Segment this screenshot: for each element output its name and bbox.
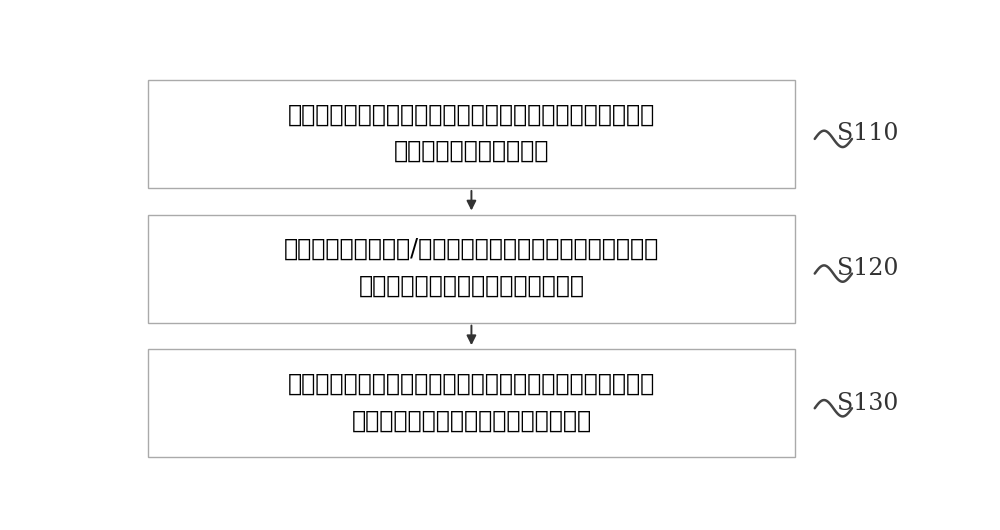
FancyBboxPatch shape [148, 349, 795, 457]
Text: S120: S120 [837, 257, 898, 280]
Text: 用于图像重建的重建参数: 用于图像重建的重建参数 [394, 139, 550, 163]
Text: S110: S110 [837, 122, 898, 146]
Text: 扫描数据和所述重建协议进行图像重建: 扫描数据和所述重建协议进行图像重建 [352, 409, 592, 432]
Text: 根据所述采集参数和/或所述重建参数确定目标重建算法，并: 根据所述采集参数和/或所述重建参数确定目标重建算法，并 [284, 237, 659, 261]
Text: S130: S130 [837, 392, 898, 415]
Text: 获取扫描协议中的各采集参数，并根据各所述采集参数确定: 获取扫描协议中的各采集参数，并根据各所述采集参数确定 [288, 102, 655, 127]
Text: 基于所述采集参数获取待检测对象的扫描数据，并根据所述: 基于所述采集参数获取待检测对象的扫描数据，并根据所述 [288, 372, 655, 396]
Text: 根据所述目标重建算法生成重建协议: 根据所述目标重建算法生成重建协议 [359, 274, 585, 298]
FancyBboxPatch shape [148, 80, 795, 188]
FancyBboxPatch shape [148, 215, 795, 323]
